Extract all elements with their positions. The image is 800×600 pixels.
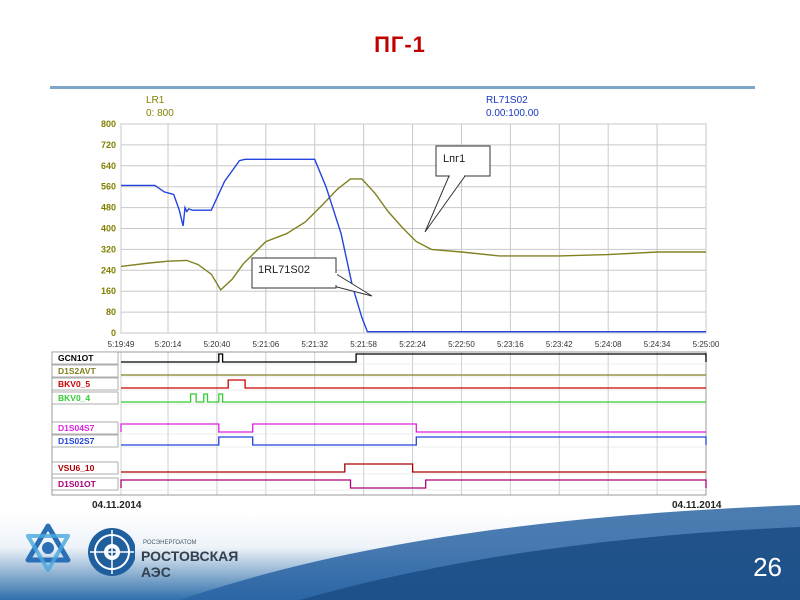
footer-date-left: 04.11.2014 <box>92 500 142 511</box>
signal-label-box <box>51 461 119 475</box>
callout-rl71s02-label: 1RL71S02 <box>258 264 310 276</box>
signal-label-box <box>51 377 119 391</box>
page-number: 26 <box>753 552 782 582</box>
atom-icon <box>25 523 71 572</box>
footer-date-right: 04.11.2014 <box>672 500 722 511</box>
slide-title: ПГ-1 <box>374 32 426 57</box>
signal-label: D1S04S7 <box>58 423 95 433</box>
signal-trace-bkv0_5 <box>121 379 706 389</box>
y-tick-label: 800 <box>101 119 116 129</box>
signal-label-box <box>51 364 119 378</box>
chart-series <box>120 158 706 333</box>
station-emblem-icon <box>88 528 136 576</box>
x-tick-label: 5:21:58 <box>350 340 377 349</box>
brand-name-line2: АЭС <box>141 564 171 580</box>
x-tick-label: 5:21:32 <box>301 340 328 349</box>
series-line-rl71s02 <box>121 158 706 333</box>
y-tick-label: 640 <box>101 161 116 171</box>
y-tick-label: 480 <box>101 203 116 213</box>
y-tick-label: 240 <box>101 265 116 275</box>
signal-trace-vsu6_10 <box>121 463 706 473</box>
signal-trace-d1s02s7 <box>121 436 707 446</box>
y-tick-label: 560 <box>101 182 116 192</box>
signal-label-box <box>51 391 119 405</box>
series-line-lr1 <box>120 178 706 292</box>
signal-label-box <box>51 477 119 491</box>
x-tick-label: 5:23:16 <box>497 340 524 349</box>
signal-trace-bkv0_4 <box>121 393 706 403</box>
signal-label: BKV0_5 <box>58 379 90 389</box>
rosatom-logo <box>20 520 136 590</box>
chart-axes: 0 80 160 240 320 400 480 560 640 720 800 5:19:49 5:2… <box>101 119 720 349</box>
x-tick-label: 5:21:06 <box>252 340 279 349</box>
signal-label: D1S02S7 <box>58 436 95 446</box>
x-tick-label: 5:20:14 <box>155 340 182 349</box>
signal-label-box <box>51 421 119 435</box>
y-tick-label: 400 <box>101 224 116 234</box>
y-tick-label: 720 <box>101 140 116 150</box>
y-tick-label: 0 <box>111 328 116 338</box>
left-range: 0: 800 <box>146 108 174 119</box>
x-tick-label: 5:19:49 <box>108 340 135 349</box>
digital-signals: GCN1OT D1S2AVT BKV0_5 BKV0_4 D1S04S7 D1S02S7 V… <box>51 351 707 496</box>
brand-parent: РОСЭНЕРГОАТОМ <box>143 540 197 546</box>
callout-lpg1-label: Lпг1 <box>443 153 465 165</box>
y-tick-label: 160 <box>101 286 116 296</box>
x-tick-label: 5:23:42 <box>546 340 573 349</box>
x-tick-label: 5:24:34 <box>644 340 671 349</box>
x-tick-label: 5:25:00 <box>693 340 720 349</box>
signal-label-box <box>51 351 119 365</box>
title-divider <box>50 86 755 89</box>
signal-trace-d1s01ot <box>120 479 707 489</box>
signal-label: D1S2AVT <box>58 366 96 376</box>
x-tick-label: 5:24:08 <box>595 340 622 349</box>
right-tag: RL71S02 <box>486 95 528 106</box>
y-tick-label: 320 <box>101 244 116 254</box>
x-tick-label: 5:22:50 <box>448 340 475 349</box>
signal-label: VSU6_10 <box>58 463 95 473</box>
footer-wave <box>180 505 800 600</box>
signal-label: BKV0_4 <box>58 393 90 403</box>
signal-label: D1S01OT <box>58 479 97 489</box>
signal-trace-gcn1ot <box>121 353 707 363</box>
x-tick-label: 5:22:24 <box>399 340 426 349</box>
chart-grid <box>120 123 707 495</box>
brand-name-line1: РОСТОВСКАЯ <box>141 548 239 564</box>
signal-trace-d1s04s7 <box>120 423 706 433</box>
left-tag: LR1 <box>146 95 165 106</box>
callout-rl71s02: 1RL71S02 <box>251 257 373 297</box>
y-tick-label: 80 <box>106 307 116 317</box>
right-range: 0.00:100.00 <box>486 108 539 119</box>
signal-label: GCN1OT <box>58 353 94 363</box>
callout-lpg1: Lпг1 <box>424 145 491 233</box>
x-tick-label: 5:20:40 <box>204 340 231 349</box>
signal-label-box <box>51 434 119 448</box>
